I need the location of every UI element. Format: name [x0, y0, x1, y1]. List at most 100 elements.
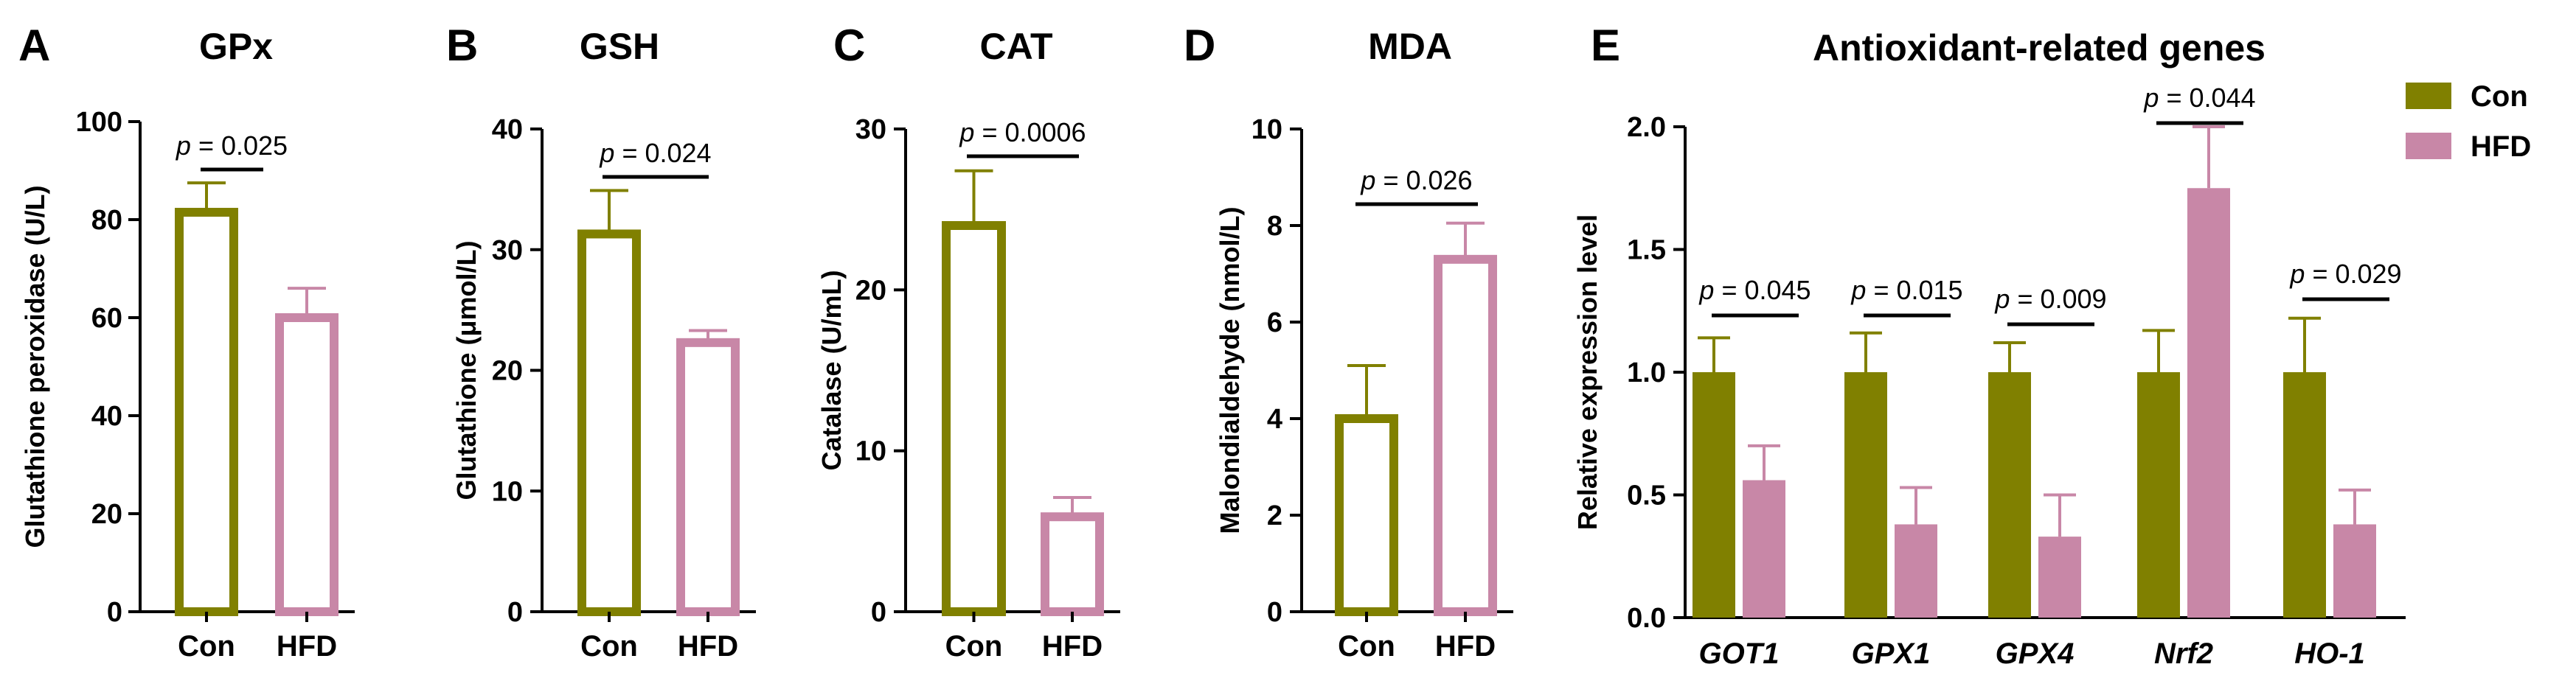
p-value-label-ho-1: p = 0.029	[2289, 259, 2401, 289]
panel-letter: A	[18, 21, 50, 70]
bar-gpx4-hfd	[2038, 537, 2081, 618]
panel-c: C CAT Catalase (U/mL) 0 10 20 30 Con HFD p = 0.00…	[816, 21, 1120, 663]
x-tick-label-ho-1: HO-1	[2294, 638, 2365, 670]
y-tick-label: 10	[492, 476, 523, 507]
legend-label-con: Con	[2471, 80, 2528, 113]
y-tick-label: 100	[76, 107, 122, 138]
p-value-label: p = 0.024	[599, 138, 711, 168]
legend-swatch-hfd	[2406, 133, 2451, 159]
p-value: = 0.0006	[974, 117, 1086, 147]
bar-hfd	[275, 313, 339, 616]
x-tick-label-hfd: HFD	[1435, 630, 1496, 663]
y-tick-label: 2.0	[1627, 112, 1666, 143]
y-axis-label: Glutathione peroxidase (U/L)	[20, 185, 50, 548]
bar-ho-1-hfd	[2333, 524, 2376, 618]
y-tick-label: 1.0	[1627, 357, 1666, 388]
bar-hfd	[676, 338, 740, 616]
y-tick-label: 0	[1267, 597, 1282, 628]
y-tick-label: 0	[507, 597, 523, 628]
panel-title: GPx	[199, 26, 273, 67]
y-tick-label: 30	[492, 235, 523, 266]
bar-got1-con	[1693, 372, 1735, 618]
p-symbol: p	[2289, 259, 2305, 289]
x-tick-label-con: Con	[945, 630, 1003, 663]
bar-gpx1-con	[1844, 372, 1887, 618]
bar-con	[175, 208, 238, 616]
p-symbol: p	[1994, 284, 2010, 314]
p-value: = 0.015	[1866, 275, 1962, 305]
bar-nrf2-hfd	[2187, 188, 2230, 618]
panel-letter: B	[446, 21, 478, 70]
x-tick-label-gpx4: GPX4	[1996, 638, 2075, 670]
bar-con	[942, 221, 1006, 616]
x-tick-label-hfd: HFD	[277, 630, 337, 663]
y-tick-label: 20	[91, 499, 122, 530]
y-tick-label: 10	[855, 436, 886, 467]
p-symbol: p	[1698, 275, 1714, 305]
p-value-label-gpx1: p = 0.015	[1850, 275, 1962, 305]
y-tick-label: 10	[1251, 114, 1282, 145]
y-tick-label: 2	[1267, 500, 1282, 531]
p-value: = 0.024	[614, 138, 711, 168]
p-symbol: p	[599, 138, 614, 168]
y-tick-label: 8	[1267, 211, 1282, 242]
bar-got1-hfd	[1743, 480, 1785, 618]
y-tick-label: 0	[871, 597, 886, 628]
y-axis-label: Malondialdehyde (nmol/L)	[1215, 206, 1245, 534]
p-value: = 0.029	[2305, 259, 2401, 289]
x-tick-label-con: Con	[178, 630, 235, 663]
bar-ho-1-con	[2283, 372, 2326, 618]
y-axis-label: Relative expression level	[1572, 214, 1603, 530]
p-symbol: p	[1360, 165, 1375, 195]
p-value-label: p = 0.025	[176, 130, 288, 161]
p-symbol: p	[176, 130, 191, 161]
y-tick-label: 20	[492, 356, 523, 387]
y-tick-label: 60	[91, 303, 122, 334]
y-tick-label: 1.5	[1627, 235, 1666, 266]
p-value-label: p = 0.0006	[959, 117, 1086, 147]
panel-letter: D	[1184, 21, 1215, 70]
p-value-label-gpx4: p = 0.009	[1994, 284, 2106, 314]
p-symbol: p	[2143, 83, 2159, 113]
panel-letter: C	[833, 21, 865, 70]
x-tick-label-gpx1: GPX1	[1852, 638, 1931, 670]
panel-title: Antioxidant-related genes	[1813, 27, 2266, 69]
y-tick-label: 40	[91, 401, 122, 432]
p-value: = 0.044	[2159, 83, 2255, 113]
p-value-label-nrf2: p = 0.044	[2143, 83, 2255, 113]
bar-gpx1-hfd	[1895, 524, 1937, 618]
x-tick-label-got1: GOT1	[1699, 638, 1780, 670]
x-tick-label-con: Con	[1338, 630, 1395, 663]
y-tick-label: 0.0	[1627, 603, 1666, 634]
panel-e: E Antioxidant-related genes Relative expre…	[1572, 21, 2531, 670]
legend: Con HFD	[2406, 80, 2531, 163]
p-value: = 0.026	[1375, 165, 1472, 195]
y-tick-label: 80	[91, 205, 122, 236]
panel-d: D MDA Malondialdehyde (nmol/L) 0 2 4 6 8 10 Con HF…	[1184, 21, 1513, 663]
x-tick-label-hfd: HFD	[1042, 630, 1103, 663]
p-value: = 0.009	[2010, 284, 2106, 314]
p-symbol: p	[1850, 275, 1866, 305]
panel-title: CAT	[979, 26, 1052, 67]
bar-con	[577, 229, 641, 616]
panel-title: MDA	[1368, 26, 1452, 67]
panel-title: GSH	[580, 26, 659, 67]
y-tick-label: 4	[1267, 404, 1282, 435]
bar-nrf2-con	[2137, 372, 2180, 618]
bar-hfd	[1041, 512, 1104, 617]
y-tick-label: 6	[1267, 307, 1282, 338]
p-value: = 0.025	[191, 130, 288, 161]
x-tick-label-con: Con	[580, 630, 638, 663]
x-tick-label-hfd: HFD	[678, 630, 738, 663]
panel-a: A GPx Glutathione peroxidase (U/L) 0 20 40 60 8…	[18, 21, 355, 663]
bar-gpx4-con	[1988, 372, 2031, 618]
bar-hfd	[1434, 254, 1497, 616]
legend-label-hfd: HFD	[2471, 130, 2531, 163]
y-tick-label: 0	[107, 597, 122, 628]
y-tick-label: 40	[492, 114, 523, 145]
panel-b: B GSH Glutathione (μmol/L) 0 10 20 30 40 Con HFD p…	[446, 21, 756, 663]
y-tick-label: 0.5	[1627, 481, 1666, 511]
legend-swatch-con	[2406, 83, 2451, 109]
bar-con	[1335, 414, 1398, 616]
